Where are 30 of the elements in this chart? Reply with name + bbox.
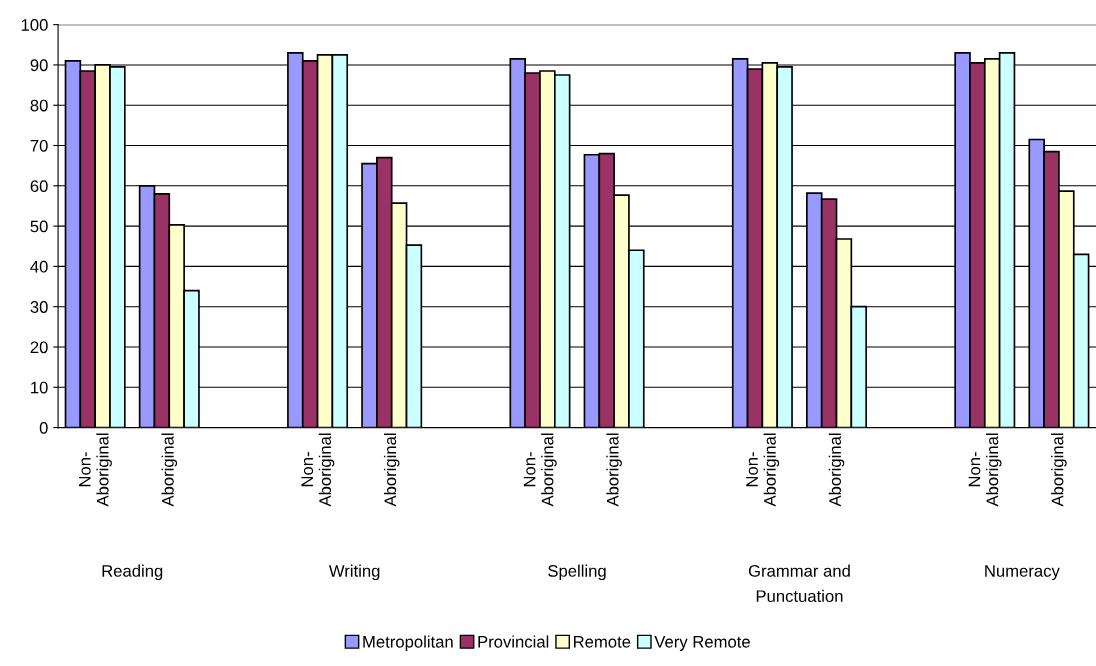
y-tick-label: 80 bbox=[30, 99, 48, 112]
x-tick-label: Non- Aboriginal bbox=[301, 433, 335, 507]
legend-label: Remote bbox=[574, 636, 631, 648]
x-tick-label: Aboriginal bbox=[606, 433, 622, 507]
y-tick-label: 50 bbox=[30, 220, 48, 233]
x-tick-label: Non- Aboriginal bbox=[746, 433, 780, 507]
y-tick-label: 10 bbox=[31, 381, 48, 394]
text: Reading bbox=[102, 564, 163, 581]
x-tick-label: Aboriginal bbox=[161, 433, 178, 507]
y-tick-label: 40 bbox=[30, 260, 48, 273]
legend-label: Provincial bbox=[478, 635, 549, 648]
text: Grammar and Punctuation bbox=[748, 564, 850, 603]
y-tick-label: 70 bbox=[30, 139, 48, 152]
y-tick-label: 90 bbox=[30, 59, 48, 72]
x-tick-label: Aboriginal bbox=[383, 433, 400, 507]
text: Spelling bbox=[548, 564, 606, 581]
y-tick-label: 100 bbox=[21, 19, 48, 31]
text: Numeracy bbox=[985, 565, 1060, 581]
y-tick-label: 20 bbox=[30, 341, 48, 354]
text: Writing bbox=[328, 564, 380, 581]
x-tick-label: Non- Aboriginal bbox=[79, 433, 112, 507]
y-tick-label: 60 bbox=[30, 180, 48, 193]
legend-label: Very Remote bbox=[654, 636, 750, 651]
x-tick-label: Aboriginal bbox=[828, 433, 845, 507]
x-tick-label: Non- Aboriginal bbox=[968, 433, 1002, 507]
y-tick-label: 30 bbox=[30, 301, 48, 313]
y-tick-label: 0 bbox=[39, 421, 48, 434]
x-tick-label: Non- Aboriginal bbox=[523, 433, 557, 507]
legend-label: Metropolitan bbox=[363, 635, 453, 651]
x-tick-label: Aboriginal bbox=[1051, 433, 1067, 507]
